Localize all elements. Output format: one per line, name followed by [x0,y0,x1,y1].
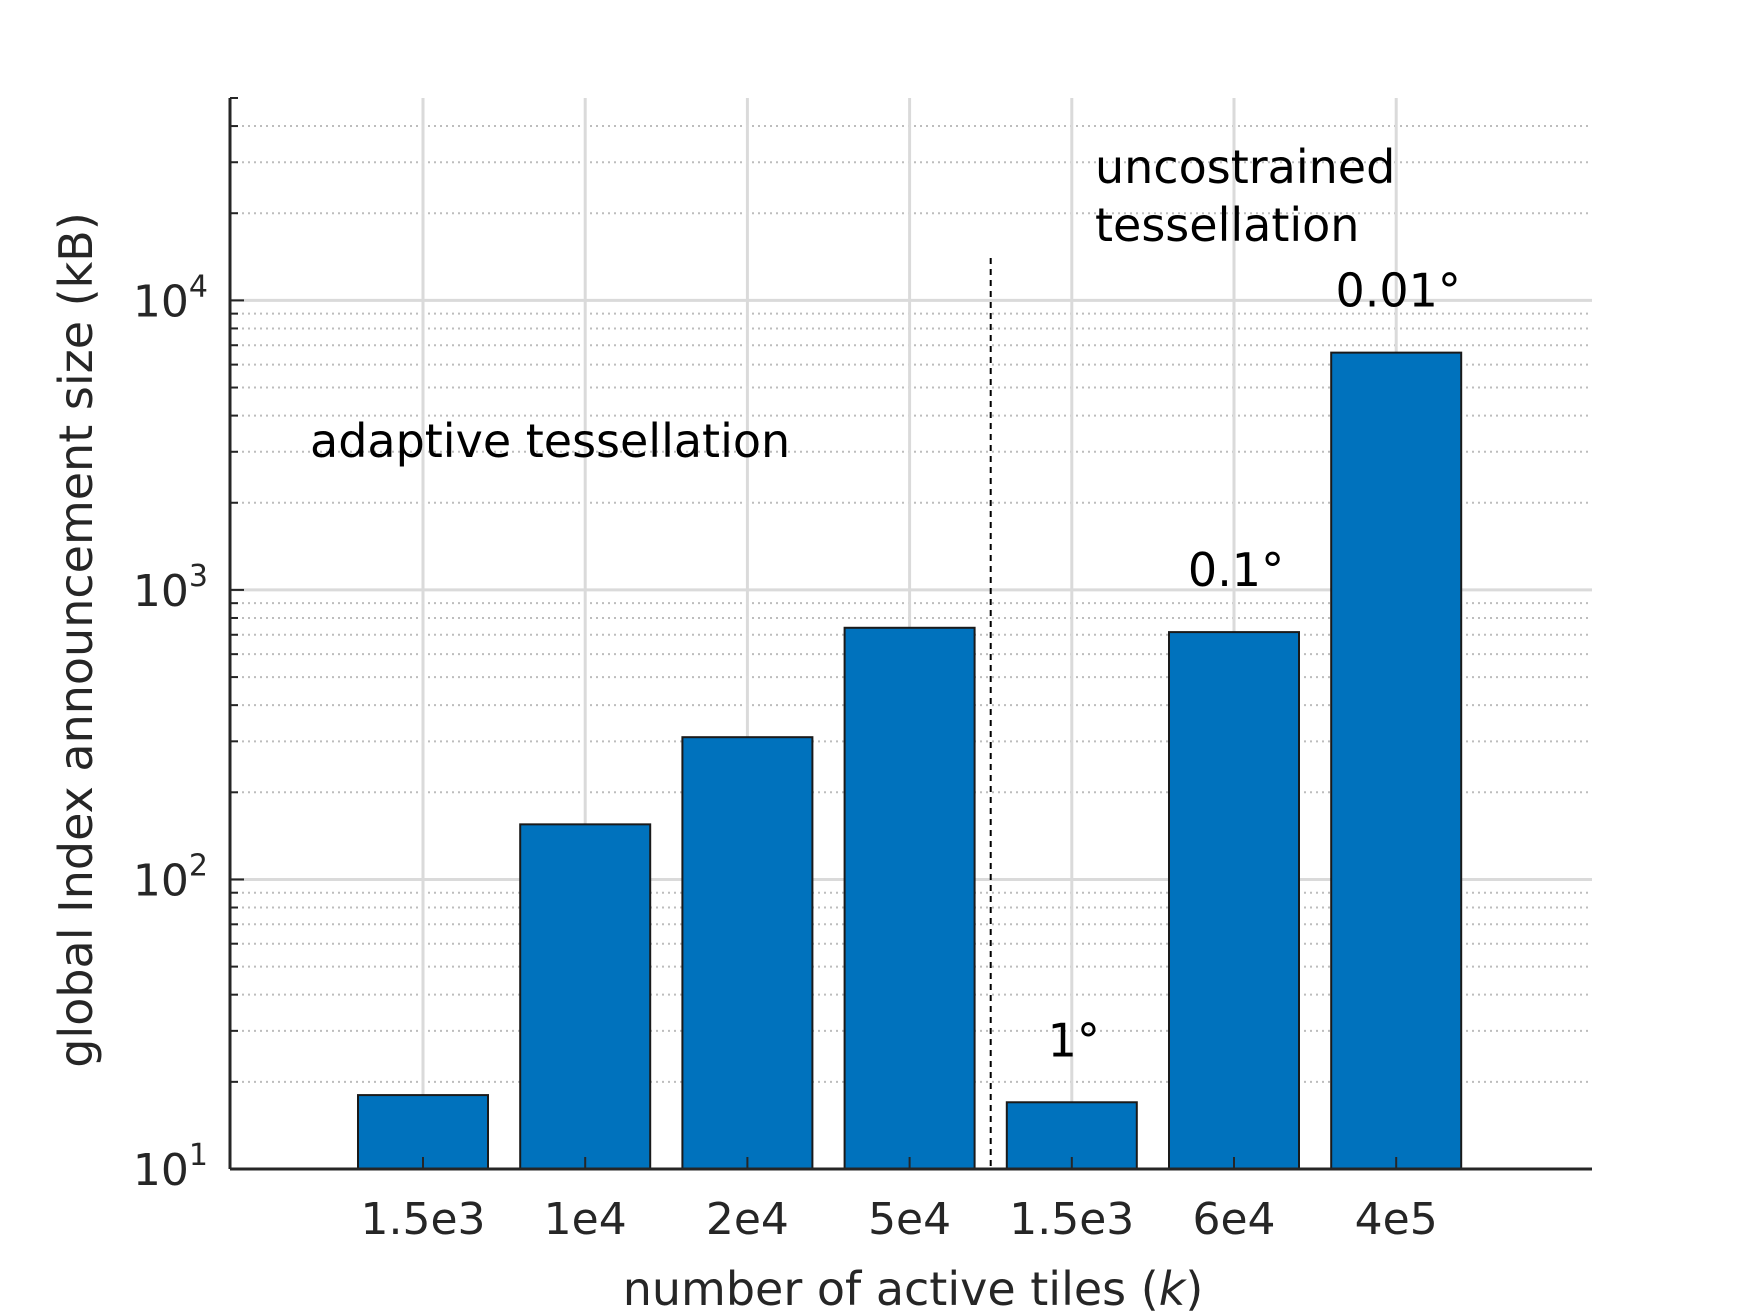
x-tick-label: 1.5e3 [360,1194,485,1245]
bar [1330,351,1463,1170]
group-label-unconstrained-line1: uncostrained [1095,140,1395,194]
axes [228,97,1592,1171]
y-tick-labels: 101 102 103 104 [133,269,208,1196]
bar-annotation: 0.01° [1335,264,1460,318]
bar-annotation: 0.1° [1188,543,1284,597]
y-tick-label: 101 [133,1138,208,1196]
bar [1168,631,1300,1170]
group-label-adaptive: adaptive tessellation [310,414,790,468]
bar [681,736,814,1170]
bar [843,626,976,1170]
y-tick-label: 102 [133,848,208,906]
bars [357,351,1463,1170]
y-axis-label: global Index announcement size (kB) [49,212,103,1068]
y-tick-label: 103 [133,559,208,617]
x-tick-labels: 1.5e3 1e4 2e4 5e4 1.5e3 6e4 4e5 [360,1194,1437,1245]
x-tick-label: 4e5 [1355,1194,1438,1245]
bar-annotation: 1° [1048,1013,1100,1067]
x-tick-label: 1.5e3 [1009,1194,1134,1245]
x-tick-label: 5e4 [868,1194,951,1245]
bar [357,1094,489,1170]
x-tick-label: 6e4 [1192,1194,1275,1245]
group-label-unconstrained-line2: tessellation [1095,198,1359,252]
x-tick-label: 1e4 [544,1194,627,1245]
bar [519,823,652,1170]
bar-annotations: 1° 0.1° 0.01° [1048,264,1461,1068]
x-tick-label: 2e4 [706,1194,789,1245]
y-tick-label: 104 [133,269,208,327]
x-axis-label: number of active tiles (k) [623,1262,1204,1313]
